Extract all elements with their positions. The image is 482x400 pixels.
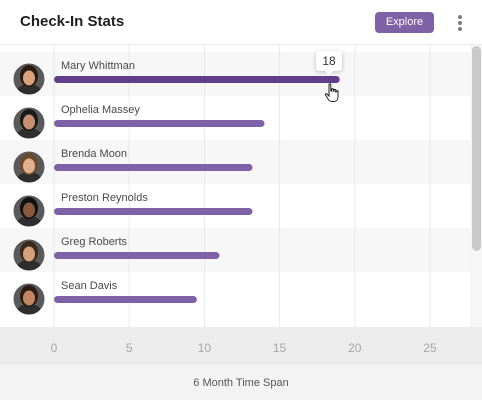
- bar-chart: Mary Whittman Ophelia Massey Brenda Moon Pr…: [0, 45, 470, 327]
- category-label: Preston Reynolds: [61, 192, 148, 204]
- bar[interactable]: [54, 120, 265, 127]
- row-stripe: [0, 140, 470, 184]
- row-stripe: [0, 52, 470, 96]
- avatar: [12, 62, 46, 96]
- row-stripe: [0, 228, 470, 272]
- card-title: Check-In Stats: [20, 13, 125, 30]
- avatar: [12, 238, 46, 272]
- category-label: Brenda Moon: [61, 148, 127, 160]
- kebab-menu-icon[interactable]: [454, 14, 466, 32]
- x-tick-label: 10: [197, 341, 212, 355]
- x-axis-band: [0, 327, 482, 365]
- avatar: [12, 150, 46, 184]
- bar[interactable]: [54, 252, 220, 259]
- bar-value-tooltip: 18: [316, 51, 342, 75]
- x-tick-label: 20: [348, 341, 362, 355]
- hand-pointer-icon: [324, 83, 339, 102]
- scrollbar-thumb[interactable]: [472, 46, 481, 251]
- category-label: Ophelia Massey: [61, 104, 140, 116]
- category-label: Greg Roberts: [61, 236, 128, 248]
- x-tick-label: 0: [50, 341, 58, 355]
- avatar: [12, 282, 46, 316]
- avatar: [12, 194, 46, 228]
- bar[interactable]: [54, 76, 340, 83]
- x-tick-label: 15: [272, 341, 287, 355]
- bar[interactable]: [54, 164, 253, 171]
- x-axis-title-band: [0, 365, 482, 400]
- bar-chart-svg: Mary Whittman Ophelia Massey Brenda Moon Pr…: [0, 45, 470, 327]
- x-tick-label: 25: [423, 341, 437, 355]
- bar[interactable]: [54, 296, 197, 303]
- x-axis-title: 6 Month Time Span: [193, 377, 289, 389]
- avatar: [12, 106, 46, 140]
- bar[interactable]: [54, 208, 253, 215]
- x-tick-label: 5: [125, 341, 133, 355]
- category-label: Mary Whittman: [61, 60, 135, 72]
- card-header: Check-In Stats Explore: [0, 0, 482, 45]
- explore-button[interactable]: Explore: [375, 12, 434, 33]
- category-label: Sean Davis: [61, 280, 118, 292]
